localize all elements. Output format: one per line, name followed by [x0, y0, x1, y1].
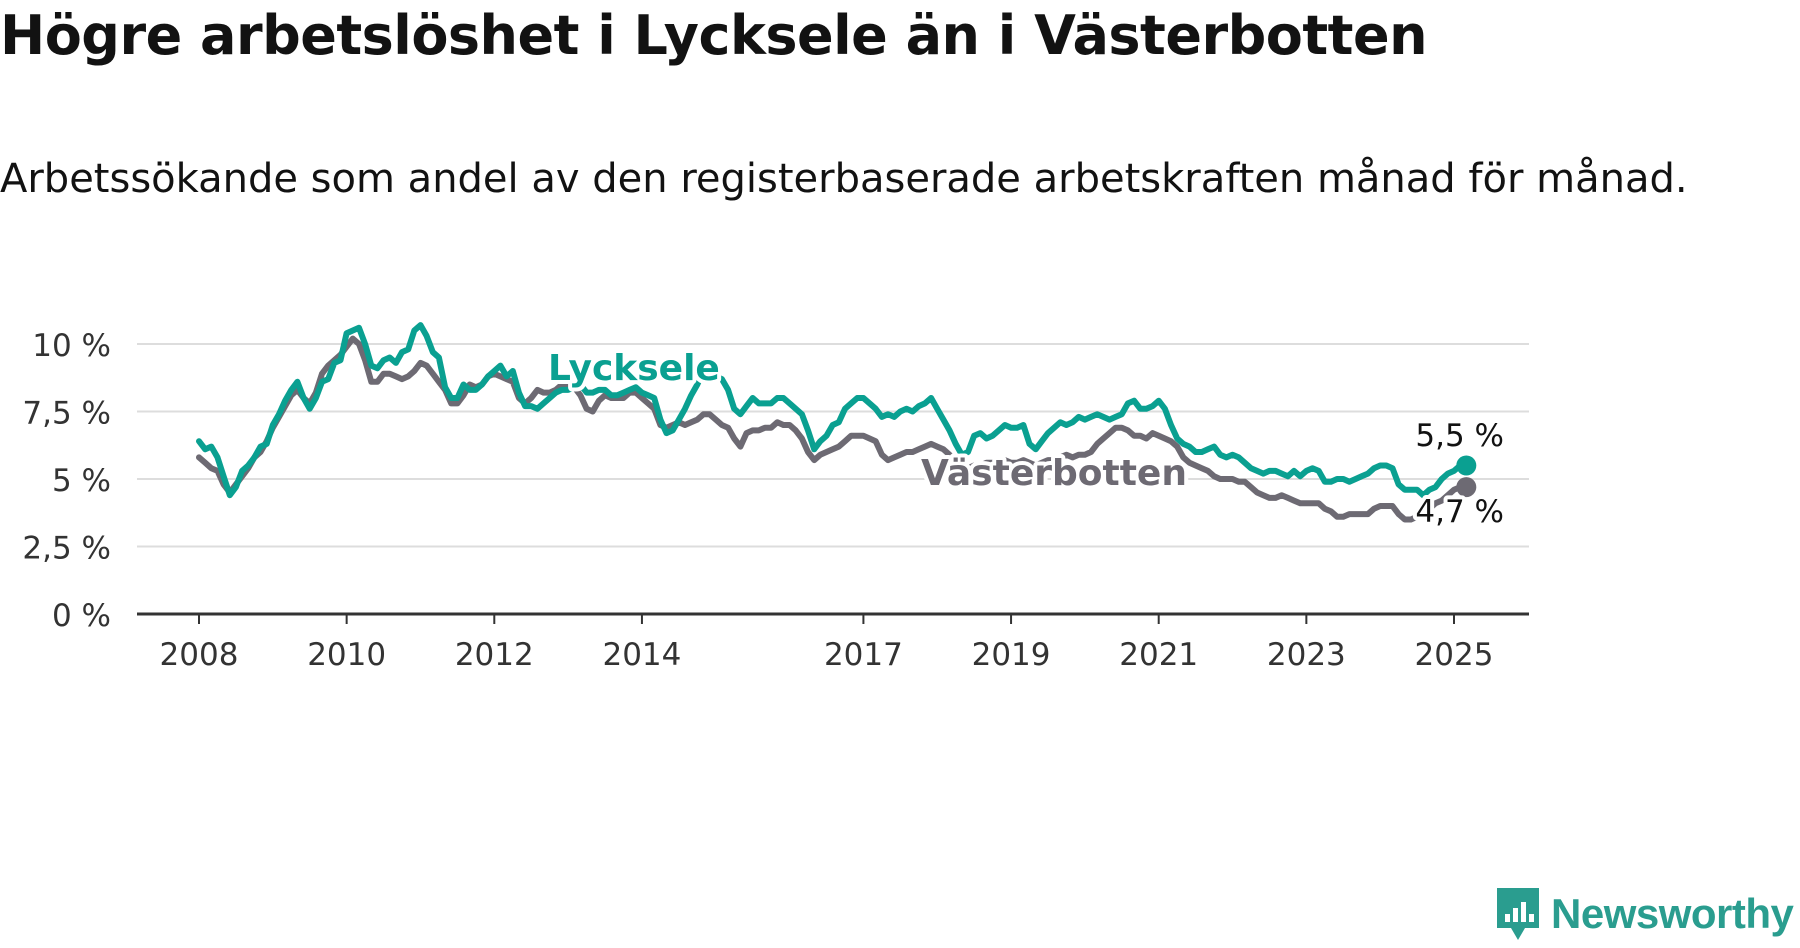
series-line-lycksele: [196, 322, 1470, 499]
x-tick-label: 2012: [455, 637, 534, 673]
x-tick-label: 2021: [1119, 637, 1198, 673]
brand-name: Newsworthy: [1551, 890, 1794, 937]
chart-subtitle: Arbetssökande som andel av den registerb…: [0, 156, 1688, 202]
series-labels: Lycksele Västerbotten 5,5 % 4,7 %: [544, 344, 1508, 534]
end-point-lycksele: [1456, 455, 1477, 476]
x-tick-label: 2019: [972, 637, 1051, 673]
end-value-lycksele: 5,5 %: [1415, 418, 1504, 454]
series-lines: [196, 322, 1477, 523]
y-tick-label: 2,5 %: [22, 531, 111, 567]
y-axis-ticks: 0 % 2,5 % 5 % 7,5 % 10 %: [22, 328, 111, 634]
y-tick-label: 5 %: [52, 463, 111, 499]
y-tick-label: 7,5 %: [22, 396, 111, 432]
x-tick-label: 2010: [307, 637, 386, 673]
series-line-vasterbotten: [196, 335, 1470, 523]
y-tick-label: 10 %: [32, 328, 111, 364]
end-value-vasterbotten: 4,7 %: [1415, 494, 1504, 530]
x-tick-label: 2014: [602, 637, 681, 673]
series-label-lycksele: Lycksele: [548, 348, 720, 389]
series-label-vasterbotten: Västerbotten: [921, 453, 1187, 494]
brand-logo: Newsworthy: [1495, 886, 1794, 942]
gridlines: [137, 343, 1529, 548]
x-axis: 2008 2010 2012 2014 2017 2019 2021 2023 2025: [137, 612, 1529, 673]
y-tick-label: 0 %: [52, 598, 111, 634]
end-point-vasterbotten: [1456, 477, 1477, 498]
x-tick-label: 2017: [824, 637, 903, 673]
x-tick-label: 2025: [1415, 637, 1494, 673]
chart-title: Högre arbetslöshet i Lycksele än i Väste…: [0, 4, 1428, 67]
newsworthy-logo-icon: [1497, 888, 1539, 940]
x-tick-label: 2023: [1267, 637, 1346, 673]
x-tick-label: 2008: [160, 637, 239, 673]
